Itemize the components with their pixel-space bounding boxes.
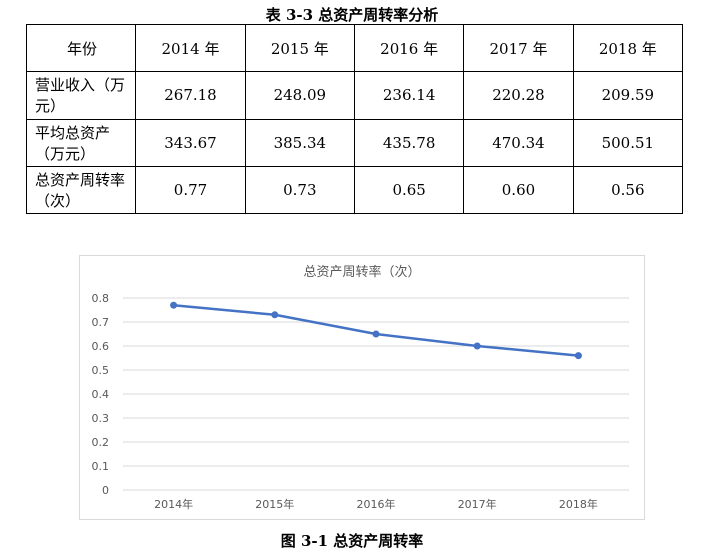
y-tick-label: 0.8 xyxy=(92,292,110,305)
chart-title: 总资产周转率（次） xyxy=(303,264,420,280)
table-cell: 343.67 xyxy=(135,118,246,167)
y-tick-label: 0 xyxy=(102,484,109,497)
chart-frame: 总资产周转率（次） 0 0.1 0.2 0.3 0.4 0.5 0.6 0.7 0.8 2014… xyxy=(79,255,645,520)
data-point xyxy=(271,311,279,319)
data-point xyxy=(170,301,178,309)
y-tick-label: 0.1 xyxy=(92,460,110,473)
table-cell: 267.18 xyxy=(135,71,246,120)
table-cell: 0.56 xyxy=(572,165,684,215)
table-row-avg-assets: 平均总资产（万元） 343.67 385.34 435.78 470.34 50… xyxy=(25,118,684,167)
table-cell: 248.09 xyxy=(244,71,355,120)
x-tick-label: 2018年 xyxy=(559,497,598,511)
header-cell: 2018 年 xyxy=(572,23,684,73)
row-label: 总资产周转率（次） xyxy=(25,165,137,215)
table-row-revenue: 营业收入（万元） 267.18 248.09 236.14 220.28 209… xyxy=(25,71,684,120)
table-cell: 220.28 xyxy=(463,71,574,120)
row-label: 营业收入（万元） xyxy=(25,71,137,120)
table-cell: 0.60 xyxy=(463,165,574,215)
figure-caption: 图 3-1 总资产周转率 xyxy=(280,532,424,550)
header-cell: 2016 年 xyxy=(353,23,465,73)
asset-turnover-table: 年份 2014 年 2015 年 2016 年 2017 年 2018 年 营业… xyxy=(25,23,684,215)
header-cell: 2014 年 xyxy=(135,23,246,73)
data-point xyxy=(574,352,582,360)
series-layer xyxy=(170,301,582,360)
table-cell: 209.59 xyxy=(572,71,684,120)
x-axis-ticks: 2014年 2015年 2016年 2017年 2018年 xyxy=(154,497,598,511)
y-tick-label: 0.5 xyxy=(92,364,110,377)
turnover-line-chart: 总资产周转率（次） 0 0.1 0.2 0.3 0.4 0.5 0.6 0.7 0.8 2014… xyxy=(92,264,629,511)
y-tick-label: 0.4 xyxy=(92,388,110,401)
table-cell: 0.77 xyxy=(135,165,246,215)
y-tick-label: 0.7 xyxy=(92,316,110,329)
y-tick-label: 0.6 xyxy=(92,340,110,353)
y-tick-label: 0.3 xyxy=(92,412,110,425)
data-point xyxy=(473,342,481,350)
series-line xyxy=(173,303,579,357)
x-tick-label: 2017年 xyxy=(458,497,497,511)
header-cell: 2017 年 xyxy=(463,23,574,73)
header-cell-year: 年份 xyxy=(25,23,137,73)
table-row-turnover: 总资产周转率（次） 0.77 0.73 0.65 0.60 0.56 xyxy=(25,165,684,215)
y-axis-ticks: 0 0.1 0.2 0.3 0.4 0.5 0.6 0.7 0.8 xyxy=(92,292,110,497)
y-tick-label: 0.2 xyxy=(92,436,110,449)
table-cell: 236.14 xyxy=(353,71,465,120)
x-tick-label: 2014年 xyxy=(154,497,193,511)
table-cell: 0.65 xyxy=(353,165,465,215)
header-cell: 2015 年 xyxy=(244,23,355,73)
row-label: 平均总资产（万元） xyxy=(25,118,137,167)
x-tick-label: 2016年 xyxy=(357,497,396,511)
data-point xyxy=(372,330,380,338)
table-cell: 500.51 xyxy=(572,118,684,167)
table-cell: 435.78 xyxy=(353,118,465,167)
table-cell: 470.34 xyxy=(463,118,574,167)
table-cell: 385.34 xyxy=(244,118,355,167)
table-caption: 表 3-3 总资产周转率分析 xyxy=(265,6,439,24)
gridlines xyxy=(123,297,629,491)
x-tick-label: 2015年 xyxy=(255,497,294,511)
table-cell: 0.73 xyxy=(244,165,355,215)
table-header-row: 年份 2014 年 2015 年 2016 年 2017 年 2018 年 xyxy=(25,23,684,73)
